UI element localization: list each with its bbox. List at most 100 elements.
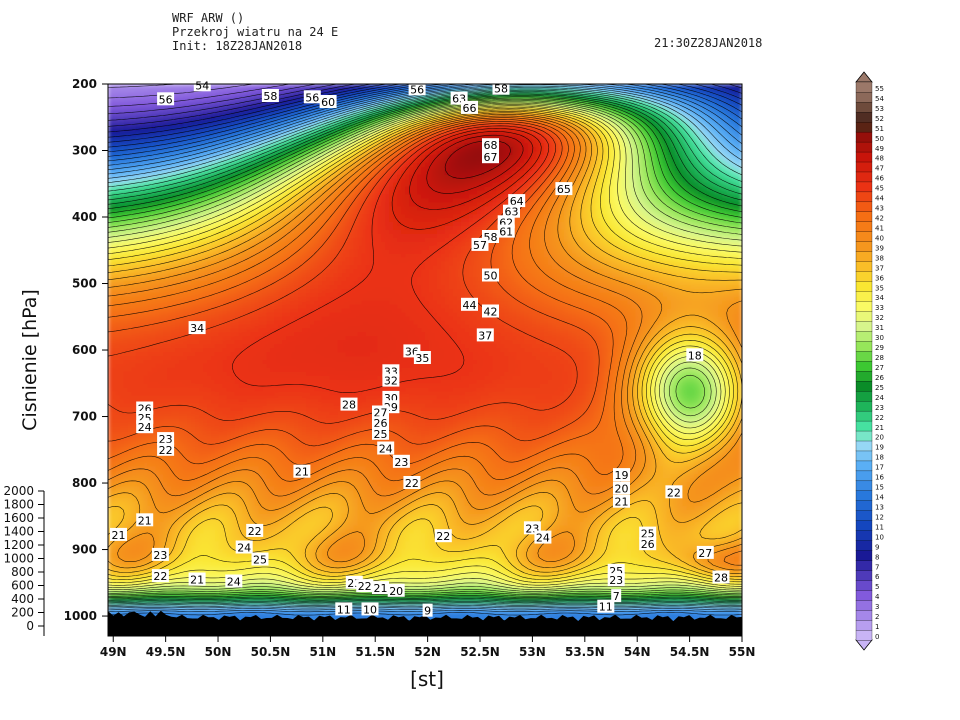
colorbar-swatch bbox=[856, 311, 872, 321]
colorbar-swatch bbox=[856, 441, 872, 451]
contour-label: 20 bbox=[613, 481, 630, 495]
colorbar-swatch bbox=[856, 461, 872, 471]
terrain-tick-label: 2000 bbox=[3, 484, 34, 498]
contour-label: 25 bbox=[252, 553, 269, 567]
colorbar-label: 15 bbox=[875, 484, 884, 492]
colorbar-label: 10 bbox=[875, 533, 884, 541]
colorbar-swatch bbox=[856, 540, 872, 550]
colorbar-top-arrow bbox=[856, 72, 872, 82]
contour-label: 28 bbox=[341, 398, 358, 412]
contour-label: 24 bbox=[136, 420, 153, 434]
colorbar-label: 3 bbox=[875, 603, 879, 611]
contour-label: 21 bbox=[293, 465, 310, 479]
contour-label-text: 20 bbox=[615, 482, 629, 495]
contour-label: 24 bbox=[534, 531, 551, 545]
colorbar-swatch bbox=[856, 381, 872, 391]
colorbar-bottom-arrow bbox=[856, 640, 872, 650]
contour-label: 24 bbox=[225, 575, 242, 589]
colorbar-label: 30 bbox=[875, 334, 884, 342]
contour-label-text: 25 bbox=[374, 428, 388, 441]
terrain-tick-label: 800 bbox=[11, 565, 34, 579]
colorbar-swatch bbox=[856, 630, 872, 640]
contour-label: 22 bbox=[246, 524, 263, 538]
contour-label-text: 19 bbox=[615, 469, 629, 482]
terrain-tick-label: 0 bbox=[26, 619, 34, 633]
colorbar-label: 35 bbox=[875, 284, 884, 292]
contour-label-text: 24 bbox=[227, 576, 241, 589]
colorbar-label: 33 bbox=[875, 304, 884, 312]
terrain-tick-label: 1200 bbox=[3, 538, 34, 552]
colorbar-swatch bbox=[856, 401, 872, 411]
contour-label: 65 bbox=[555, 182, 572, 196]
contour-label: 32 bbox=[382, 374, 399, 388]
contour-label: 24 bbox=[377, 442, 394, 456]
contour-label-text: 65 bbox=[557, 183, 571, 196]
contour-label: 26 bbox=[639, 537, 656, 551]
colorbar-label: 6 bbox=[875, 573, 880, 581]
colorbar-swatch bbox=[856, 501, 872, 511]
colorbar-swatch bbox=[856, 421, 872, 431]
colorbar-swatch bbox=[856, 520, 872, 530]
contour-label-text: 10 bbox=[363, 603, 377, 616]
contour-label: 11 bbox=[335, 602, 352, 616]
contour-label: 21 bbox=[110, 528, 127, 542]
colorbar-swatch bbox=[856, 331, 872, 341]
colorbar-label: 32 bbox=[875, 314, 884, 322]
contour-label-text: 56 bbox=[305, 91, 319, 104]
colorbar-swatch bbox=[856, 371, 872, 381]
colorbar-swatch bbox=[856, 172, 872, 182]
contour-label: 10 bbox=[362, 602, 379, 616]
terrain-tick-label: 400 bbox=[11, 592, 34, 606]
y-tick-label: 700 bbox=[72, 410, 97, 424]
y-tick-label: 900 bbox=[72, 543, 97, 557]
colorbar-label: 18 bbox=[875, 454, 884, 462]
contour-label-text: 22 bbox=[358, 580, 372, 593]
colorbar-swatch bbox=[856, 132, 872, 142]
colorbar-swatch bbox=[856, 82, 872, 92]
x-tick-label: 49.5N bbox=[146, 645, 186, 659]
colorbar-swatch bbox=[856, 301, 872, 311]
colorbar-swatch bbox=[856, 361, 872, 371]
contour-label-text: 21 bbox=[138, 514, 152, 527]
colorbar-swatch bbox=[856, 451, 872, 461]
contour-label-text: 18 bbox=[688, 349, 702, 362]
colorbar-label: 54 bbox=[875, 95, 884, 103]
x-tick-label: 54N bbox=[624, 645, 651, 659]
colorbar-swatch bbox=[856, 231, 872, 241]
colorbar-swatch bbox=[856, 580, 872, 590]
colorbar-label: 14 bbox=[875, 494, 884, 502]
terrain-tick-label: 600 bbox=[11, 579, 34, 593]
colorbar-label: 39 bbox=[875, 244, 884, 252]
contour-label-text: 67 bbox=[484, 151, 498, 164]
contour-label: 23 bbox=[608, 573, 625, 587]
colorbar-swatch bbox=[856, 122, 872, 132]
colorbar-label: 4 bbox=[875, 593, 880, 601]
colorbar-swatch bbox=[856, 112, 872, 122]
colorbar-label: 11 bbox=[875, 523, 884, 531]
contour-label-text: 28 bbox=[714, 572, 728, 585]
contour-label: 54 bbox=[194, 78, 211, 92]
contour-label: 21 bbox=[189, 573, 206, 587]
contour-label: 22 bbox=[403, 476, 420, 490]
x-tick-label: 51.5N bbox=[355, 645, 395, 659]
contour-label: 23 bbox=[393, 455, 410, 469]
colorbar-swatch bbox=[856, 471, 872, 481]
y-tick-label: 300 bbox=[72, 144, 97, 158]
colorbar-swatch bbox=[856, 610, 872, 620]
colorbar-label: 17 bbox=[875, 464, 884, 472]
contour-label-text: 21 bbox=[374, 582, 388, 595]
colorbar-swatch bbox=[856, 560, 872, 570]
colorbar-label: 20 bbox=[875, 434, 884, 442]
terrain-tick-label: 1800 bbox=[3, 498, 34, 512]
contour-label-text: 58 bbox=[494, 83, 508, 96]
contour-label-text: 24 bbox=[237, 542, 251, 555]
contour-label-text: 22 bbox=[436, 530, 450, 543]
colorbar-swatch bbox=[856, 251, 872, 261]
contour-label: 23 bbox=[152, 548, 169, 562]
colorbar: 0123456789101112131415161718192021222324… bbox=[856, 72, 884, 650]
y-tick-label: 600 bbox=[72, 343, 97, 357]
colorbar-label: 27 bbox=[875, 364, 884, 372]
colorbar-swatch bbox=[856, 261, 872, 271]
colorbar-swatch bbox=[856, 351, 872, 361]
contour-label: 22 bbox=[356, 579, 373, 593]
